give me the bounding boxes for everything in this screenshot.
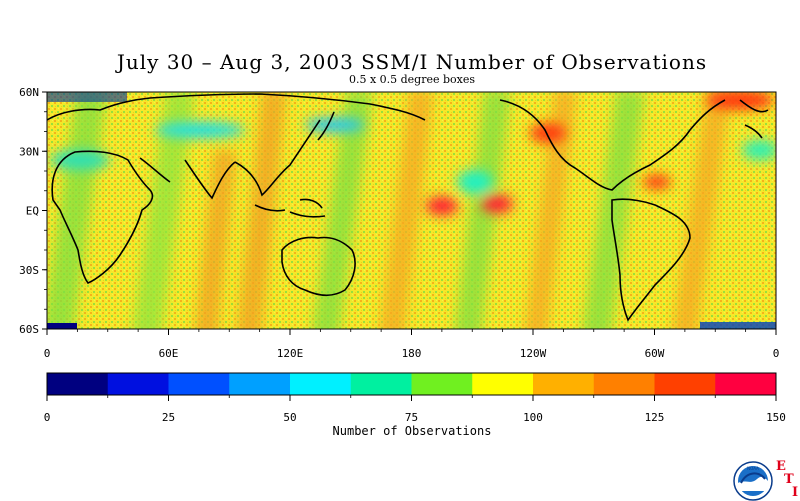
lon-tick-label: 120W xyxy=(520,347,547,360)
colorbar-segment xyxy=(107,373,169,395)
lat-tick-label: 60S xyxy=(19,323,39,336)
eti-letters: E T I xyxy=(772,460,798,499)
noaa-logo-icon: NOAA xyxy=(733,461,773,501)
colorbar-segment xyxy=(168,373,230,395)
colorbar-tick-label: 150 xyxy=(766,411,786,424)
lat-tick-label: 30N xyxy=(19,145,39,158)
colorbar-tick-label: 125 xyxy=(645,411,665,424)
observation-field xyxy=(47,92,776,329)
map-panel xyxy=(46,91,777,330)
page-title: July 30 – Aug 3, 2003 SSM/I Number of Ob… xyxy=(116,50,708,74)
colorbar-title: Number of Observations xyxy=(332,424,492,438)
lat-tick-label: 30S xyxy=(19,264,39,277)
colorbar-segment xyxy=(47,373,109,395)
colorbar-segment xyxy=(533,373,595,395)
lon-tick-label: 60W xyxy=(645,347,665,360)
colorbar-segment xyxy=(654,373,716,395)
lat-tick-label: EQ xyxy=(26,205,39,218)
lon-tick-label: 180 xyxy=(402,347,422,360)
colorbar: 0 25 50 75 100 125 150 xyxy=(44,372,786,424)
lon-tick-label: 60E xyxy=(159,347,179,360)
colorbar-segment xyxy=(593,373,655,395)
logo-letter-t: T xyxy=(784,472,794,487)
colorbar-tick-label: 25 xyxy=(162,411,175,424)
svg-text:NOAA: NOAA xyxy=(747,466,759,471)
colorbar-segment xyxy=(229,373,291,395)
lon-tick-label: 0 xyxy=(44,347,51,360)
lat-tick-label: 60N xyxy=(19,86,39,99)
colorbar-segment xyxy=(411,373,473,395)
lon-tick-label: 0 xyxy=(773,347,780,360)
latitude-axis: 60N 30N EQ 30S 60S xyxy=(19,86,47,336)
colorbar-tick-label: 100 xyxy=(523,411,543,424)
page-subtitle: 0.5 x 0.5 degree boxes xyxy=(348,73,476,86)
coastlines xyxy=(47,93,769,322)
colorbar-tick-label: 0 xyxy=(44,411,51,424)
colorbar-tick-label: 50 xyxy=(283,411,296,424)
colorbar-tick-label: 75 xyxy=(405,411,418,424)
colorbar-segment xyxy=(350,373,412,395)
longitude-axis: 0 60E 120E 180 120W 60W 0 xyxy=(44,329,780,360)
lon-tick-label: 120E xyxy=(277,347,304,360)
logo-letter-e: E xyxy=(776,459,786,474)
colorbar-segment xyxy=(290,373,352,395)
logo-letter-i: I xyxy=(792,485,799,500)
colorbar-segment xyxy=(472,373,534,395)
colorbar-segment xyxy=(715,373,777,395)
